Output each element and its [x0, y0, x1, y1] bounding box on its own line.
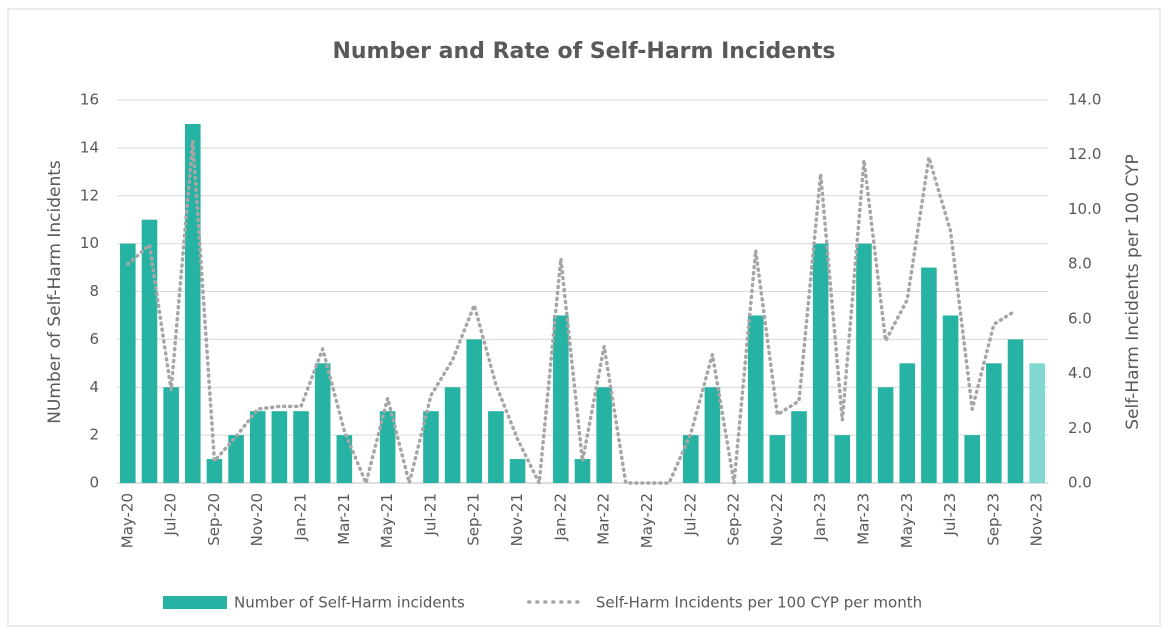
x-tick-label: Jan-21 [292, 493, 310, 542]
x-tick-label: Mar-21 [335, 493, 353, 545]
y-tick-label: 6 [89, 330, 99, 348]
bar [228, 435, 244, 483]
bar [120, 243, 136, 483]
bar [466, 339, 483, 483]
legend-label: Number of Self-Harm incidents [234, 594, 465, 612]
legend-label: Self-Harm Incidents per 100 CYP per mont… [596, 594, 922, 612]
x-tick-label: Nov-20 [248, 493, 266, 546]
bar [986, 363, 1002, 483]
bar [1007, 339, 1024, 483]
bar [921, 267, 937, 483]
bar [293, 411, 309, 483]
x-tick-label: Nov-22 [768, 493, 786, 546]
x-tick-label: Mar-23 [854, 493, 872, 545]
chart-title: Number and Rate of Self-Harm Incidents [332, 39, 835, 64]
y-tick-label: 10 [80, 234, 99, 252]
y2-tick-label: 14.0 [1068, 91, 1101, 109]
bar [856, 243, 872, 483]
y2-tick-label: 0.0 [1068, 474, 1092, 492]
x-tick-label: Nov-23 [1028, 493, 1046, 546]
y-tick-label: 0 [89, 474, 99, 492]
bar [314, 363, 331, 483]
x-tick-label: Sep-21 [465, 493, 483, 546]
y-tick-label: 12 [80, 186, 99, 204]
x-tick-label: Jul-20 [162, 493, 180, 537]
bar [184, 123, 201, 483]
bar [682, 435, 699, 483]
y2-axis-title: Self-Harm Incidents per 100 CYP [1123, 154, 1143, 430]
y-tick-label: 16 [80, 91, 99, 109]
bar [509, 459, 526, 483]
y-tick-label: 2 [89, 426, 99, 444]
bar [206, 459, 223, 483]
x-tick-label: Sep-23 [984, 493, 1002, 546]
y-tick-label: 8 [89, 282, 99, 300]
bar [834, 435, 851, 483]
bar [747, 315, 764, 483]
bar [488, 411, 504, 483]
x-tick-label: Jan-23 [811, 493, 829, 542]
bar [942, 315, 959, 483]
x-tick-label: May-23 [898, 493, 916, 548]
bar [964, 435, 981, 483]
y2-tick-label: 2.0 [1068, 419, 1092, 437]
bar [163, 387, 179, 483]
x-tick-label: May-21 [378, 493, 396, 548]
y-axis-title: NUmber of Self-Harm Incidents [45, 160, 65, 424]
y2-tick-label: 10.0 [1068, 200, 1101, 218]
rate-line [126, 139, 1018, 485]
x-tick-label: May-20 [118, 493, 136, 548]
bar [423, 411, 439, 483]
bar [899, 363, 916, 483]
x-tick-label: Jul-21 [421, 493, 439, 537]
y2-tick-label: 4.0 [1068, 364, 1092, 382]
y2-tick-label: 6.0 [1068, 309, 1092, 327]
bar [444, 387, 461, 483]
bar [271, 411, 288, 483]
x-tick-label: Sep-22 [725, 493, 743, 546]
bar [553, 315, 569, 483]
x-tick-label: Sep-20 [205, 493, 223, 546]
bar [704, 387, 721, 483]
bar [574, 459, 591, 483]
bar [812, 243, 829, 483]
x-tick-label: Nov-21 [508, 493, 526, 546]
x-tick-label: Jan-22 [551, 493, 569, 542]
bar [596, 387, 612, 483]
bar [249, 411, 266, 483]
x-tick-label: Mar-22 [595, 493, 613, 545]
bar [769, 435, 786, 483]
y-tick-label: 4 [89, 378, 99, 396]
x-tick-label: Jul-22 [681, 493, 699, 537]
bar [336, 435, 353, 483]
bar [791, 411, 807, 483]
y2-tick-label: 12.0 [1068, 145, 1101, 163]
x-tick-label: Jul-23 [941, 493, 959, 537]
bar [1029, 363, 1045, 483]
x-tick-label: May-22 [638, 493, 656, 548]
y2-tick-label: 8.0 [1068, 255, 1092, 273]
bar [877, 387, 894, 483]
bar [141, 219, 158, 483]
bar [379, 411, 396, 483]
y-tick-label: 14 [80, 138, 99, 156]
legend-swatch [163, 596, 227, 609]
